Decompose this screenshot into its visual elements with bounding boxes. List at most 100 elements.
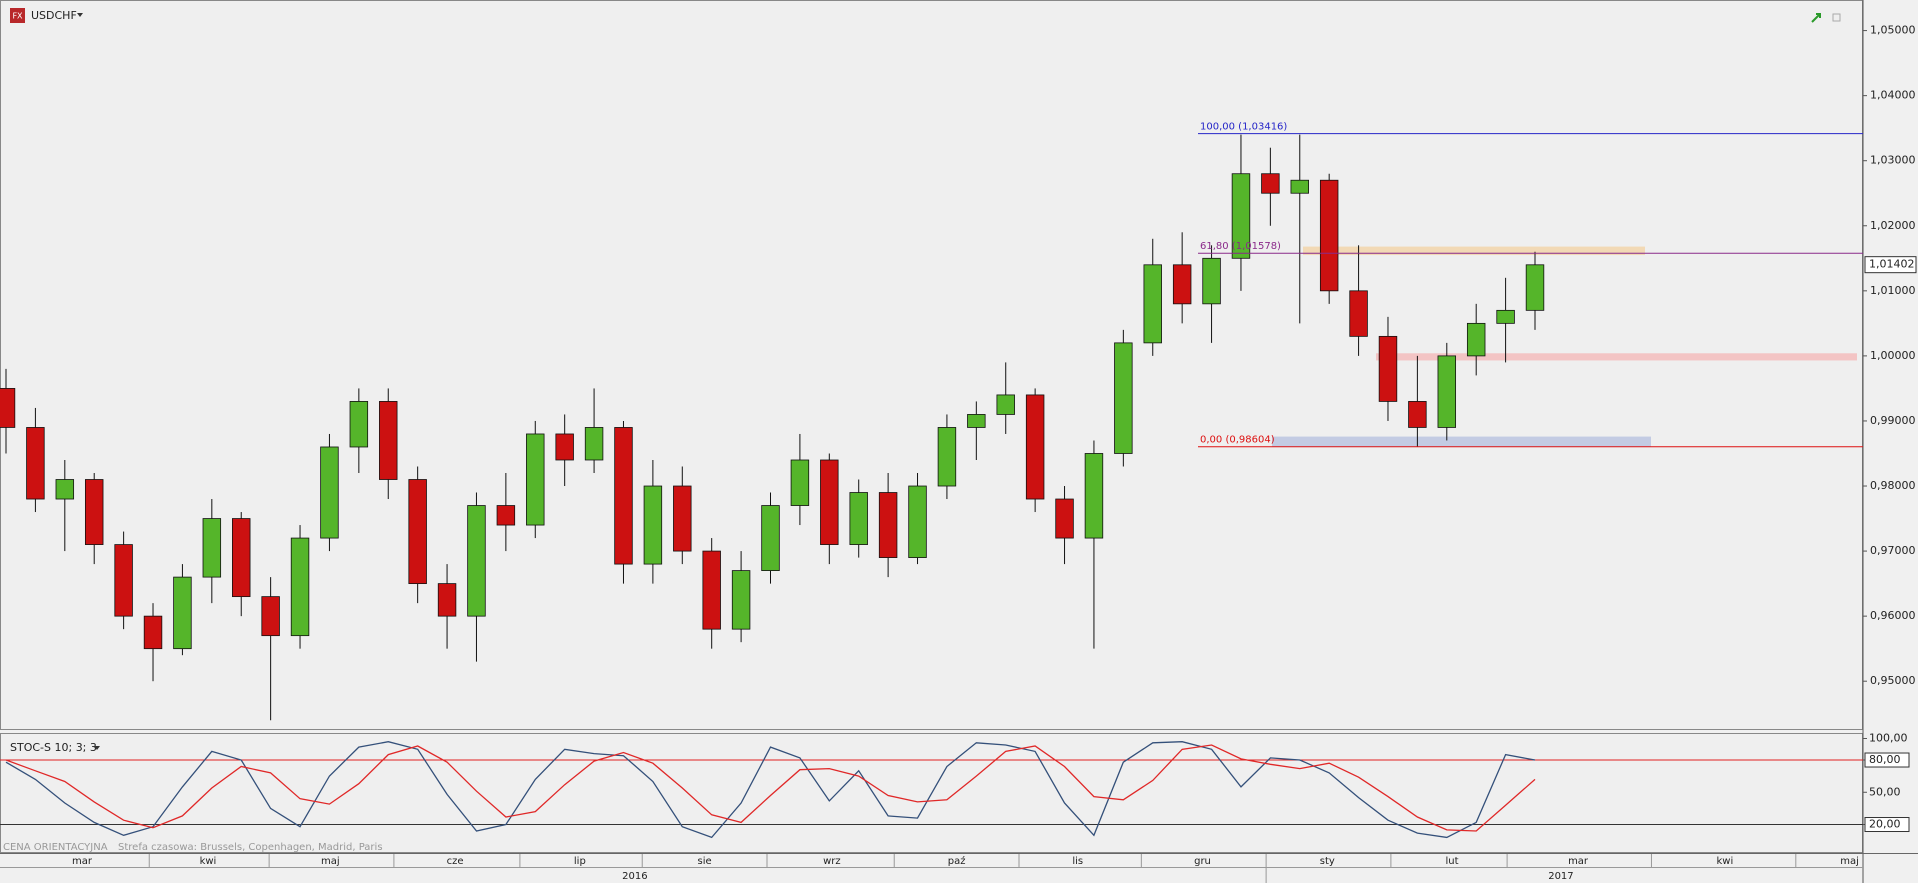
month-label: lut bbox=[1446, 856, 1459, 867]
candle-body bbox=[437, 583, 457, 617]
y-tick-label: 1,04000 bbox=[1870, 89, 1916, 102]
candle-body bbox=[0, 388, 16, 428]
candle-body bbox=[232, 518, 251, 598]
candle-body bbox=[996, 394, 1015, 415]
candle-body bbox=[849, 492, 868, 545]
candle-body bbox=[379, 401, 398, 480]
candle-body bbox=[555, 433, 574, 461]
y-tick-label: 80,00 bbox=[1869, 753, 1901, 766]
candle-body bbox=[320, 446, 339, 539]
candle-body bbox=[408, 479, 427, 585]
candle-body bbox=[143, 615, 163, 650]
price-note: CENA ORIENTACYJNA bbox=[3, 842, 108, 853]
candle-body bbox=[790, 459, 810, 506]
month-label: mar bbox=[72, 856, 93, 867]
symbol-dropdown[interactable] bbox=[77, 13, 83, 17]
fib-label: 100,00 (1,03416) bbox=[1200, 122, 1287, 133]
candle-body bbox=[1378, 335, 1398, 402]
candle-body bbox=[1261, 173, 1280, 194]
level-tag bbox=[1864, 752, 1910, 768]
last-price-tag bbox=[1864, 256, 1917, 274]
candle-body bbox=[173, 576, 192, 650]
candle-body bbox=[261, 596, 280, 637]
y-tick-label: 1,01000 bbox=[1870, 284, 1916, 297]
candle-body bbox=[1055, 498, 1074, 539]
candle-body bbox=[702, 550, 721, 630]
candle-body bbox=[761, 505, 780, 571]
y-tick-label: 1,05000 bbox=[1870, 24, 1916, 37]
month-label: mar bbox=[1568, 856, 1589, 867]
y-tick-label: 0,98000 bbox=[1870, 479, 1916, 492]
zone bbox=[1272, 436, 1651, 447]
y-tick-label: 1,02000 bbox=[1870, 219, 1916, 232]
candle-body bbox=[1025, 394, 1045, 500]
fib-label: 61,80 (1,01578) bbox=[1200, 241, 1281, 252]
month-label: sie bbox=[698, 856, 712, 867]
zone bbox=[1303, 246, 1645, 256]
candle-body bbox=[937, 427, 957, 487]
stoch-line bbox=[5, 741, 1536, 839]
last-price-label: 1,01402 bbox=[1869, 258, 1915, 271]
candle-body bbox=[1496, 309, 1515, 324]
candle-body bbox=[1202, 257, 1221, 305]
candle-body bbox=[496, 505, 516, 526]
candle-body bbox=[1408, 401, 1427, 428]
candle-body bbox=[526, 433, 545, 526]
candle-body bbox=[584, 427, 604, 461]
candle-body bbox=[114, 544, 133, 617]
candle-body bbox=[84, 479, 104, 545]
month-label: kwi bbox=[1716, 856, 1733, 867]
month-label: lis bbox=[1072, 856, 1083, 867]
trend-icon[interactable] bbox=[1811, 13, 1821, 23]
level-tag bbox=[1864, 817, 1910, 833]
candle-body bbox=[1525, 264, 1545, 311]
y-tick-label: 0,97000 bbox=[1870, 544, 1916, 557]
month-label: maj bbox=[321, 856, 340, 867]
fx-icon[interactable] bbox=[10, 8, 25, 23]
month-label: maj bbox=[1840, 856, 1859, 867]
zone bbox=[1376, 353, 1857, 361]
timezone: Strefa czasowa: Brussels, Copenhagen, Ma… bbox=[118, 842, 383, 853]
y-tick-label: 50,00 bbox=[1869, 785, 1901, 798]
y-tick-label: 1,00000 bbox=[1870, 349, 1916, 362]
candle-body bbox=[614, 427, 633, 565]
month-label: wrz bbox=[823, 856, 841, 867]
candle-body bbox=[1349, 290, 1368, 337]
y-tick-label: 0,96000 bbox=[1870, 609, 1916, 622]
indicator-title[interactable]: STOC-S 10; 3; 3 bbox=[10, 741, 97, 754]
candle-body bbox=[673, 485, 692, 552]
candle-body bbox=[967, 414, 986, 428]
month-label: cze bbox=[447, 856, 464, 867]
candle-body bbox=[467, 505, 486, 617]
candle-body bbox=[731, 570, 751, 630]
candle-body bbox=[290, 537, 310, 637]
indicator-dropdown[interactable] bbox=[94, 746, 100, 750]
month-label: sty bbox=[1320, 856, 1335, 867]
candle-body bbox=[1466, 322, 1486, 357]
candle-body bbox=[26, 427, 45, 500]
month-label: paź bbox=[948, 855, 966, 867]
year-label: 2017 bbox=[1548, 871, 1573, 882]
y-tick-label: 20,00 bbox=[1869, 818, 1901, 831]
candle-body bbox=[643, 485, 663, 565]
candle-body bbox=[820, 459, 839, 545]
fx-icon-text: FX bbox=[12, 12, 23, 21]
y-tick-label: 1,03000 bbox=[1870, 154, 1916, 167]
window-button[interactable] bbox=[1832, 13, 1841, 22]
symbol[interactable]: USDCHF bbox=[31, 9, 77, 22]
fib-label: 0,00 (0,98604) bbox=[1200, 435, 1275, 446]
candle-body bbox=[878, 492, 898, 558]
year-label: 2016 bbox=[622, 871, 647, 882]
month-label: kwi bbox=[200, 856, 217, 867]
main-panel bbox=[0, 0, 1863, 730]
y-tick-label: 0,99000 bbox=[1870, 414, 1916, 427]
candle-body bbox=[1437, 355, 1457, 428]
candle-body bbox=[1084, 453, 1104, 539]
candle-body bbox=[349, 401, 369, 448]
candle-body bbox=[1290, 179, 1309, 194]
candle-body bbox=[1172, 264, 1192, 305]
month-label: lip bbox=[574, 856, 586, 867]
candle-body bbox=[55, 479, 75, 500]
